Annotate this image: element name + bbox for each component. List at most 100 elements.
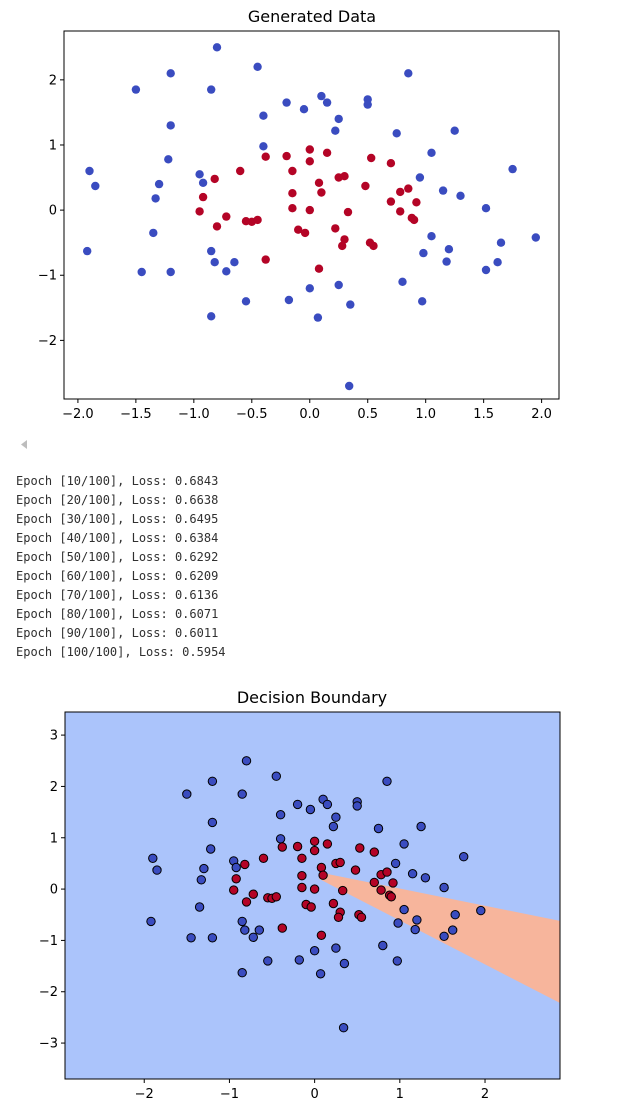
- chart1-point-class1: [412, 198, 421, 207]
- chart2-point-class0: [241, 756, 252, 766]
- chart2-point-class0: [196, 875, 207, 885]
- chart2-point-class0: [382, 776, 392, 787]
- chart2-point-class1: [258, 853, 269, 864]
- log-line: Epoch [50/100], Loss: 0.6292: [16, 550, 219, 564]
- chart1-point-class1: [261, 152, 270, 161]
- chart2-point-class1: [338, 885, 348, 896]
- chart1-point-class0: [392, 129, 401, 138]
- chart2-point-class1: [318, 870, 328, 880]
- chart1-point-class1: [253, 215, 262, 225]
- chart2-point-class1: [328, 898, 339, 909]
- chart1-point-class0: [334, 114, 343, 124]
- chart1-point-class0: [415, 173, 425, 182]
- chart2-point-class0: [450, 910, 460, 920]
- chart1-point-class0: [210, 258, 219, 267]
- chart2-point-class1: [241, 897, 252, 907]
- chart1-point-class0: [427, 148, 436, 157]
- chart1-point-class0: [241, 297, 251, 306]
- chart1-point-class1: [288, 204, 297, 213]
- chart1-point-class0: [259, 111, 268, 120]
- chart2-point-class1: [316, 862, 327, 873]
- chart1-point-class1: [261, 255, 270, 264]
- chart1-point-class0: [149, 228, 158, 238]
- chart1-point-class0: [207, 312, 216, 321]
- chart1-point-class0: [419, 248, 428, 258]
- chart1-point-class1: [198, 192, 208, 202]
- chart1-point-class1: [317, 188, 326, 197]
- chart2-point-class1: [297, 853, 307, 864]
- chart2-point-class1: [356, 912, 367, 923]
- chart1-point-class1: [314, 178, 324, 187]
- chart2-point-class0: [328, 821, 339, 832]
- log-line: Epoch [80/100], Loss: 0.6071: [16, 607, 219, 621]
- chart2-ytick-label: 0: [50, 883, 58, 898]
- chart1-point-class0: [508, 164, 517, 174]
- chart1-xtick-label: −0.5: [236, 407, 268, 422]
- chart1-point-class0: [284, 295, 294, 305]
- chart1-point-class0: [493, 258, 502, 267]
- chart2-point-class0: [416, 821, 426, 832]
- chart1-point-class0: [166, 121, 175, 130]
- chart2-point-class1: [297, 882, 307, 893]
- output-collapse-icon[interactable]: [20, 440, 30, 450]
- chart2-point-class0: [148, 853, 158, 864]
- chart2-point-class0: [439, 931, 449, 942]
- chart1-point-class1: [331, 224, 340, 233]
- generated-data-chart: Generated Data −2.0 −1.5 −1.0 −0.5 0.0 0.5 1.0…: [38, 7, 560, 422]
- chart1-point-class0: [207, 85, 216, 94]
- chart2-point-class0: [146, 916, 156, 927]
- chart2-point-class0: [407, 869, 418, 879]
- chart2-point-class1: [297, 871, 307, 881]
- chart1-point-class0: [363, 100, 372, 109]
- chart2-point-class0: [207, 817, 218, 828]
- chart1-point-class0: [427, 232, 436, 241]
- chart1-point-class1: [338, 241, 347, 251]
- chart2-ytick-label: −3: [39, 1037, 58, 1052]
- chart1-point-class0: [299, 105, 309, 114]
- chart2-point-class0: [305, 804, 316, 815]
- chart1-xtick-label: 2.0: [531, 407, 552, 422]
- chart1-point-class1: [409, 215, 419, 225]
- chart2-point-class0: [194, 902, 205, 912]
- chart1-point-class0: [198, 178, 208, 187]
- chart2-point-class1: [335, 857, 345, 868]
- chart2-point-class1: [309, 836, 320, 847]
- chart2-point-class1: [382, 867, 392, 877]
- chart1-point-class0: [282, 98, 291, 107]
- chart2-ytick-label: 3: [50, 729, 58, 744]
- chart1-ytick-label: 0: [49, 204, 57, 219]
- chart1-point-class0: [154, 179, 164, 189]
- chart1-point-class1: [340, 172, 349, 181]
- chart2-point-class0: [339, 958, 350, 969]
- chart2-point-class0: [322, 799, 333, 810]
- chart1-title: Generated Data: [248, 7, 376, 26]
- chart1-point-class1: [367, 153, 376, 163]
- chart1-point-class0: [253, 62, 262, 71]
- chart1-point-class0: [481, 204, 491, 213]
- chart2-point-class1: [369, 877, 379, 888]
- chart1-point-class1: [300, 228, 310, 238]
- chart2-point-class0: [412, 915, 422, 925]
- chart2-point-class0: [186, 933, 196, 943]
- chart1-point-class0: [450, 126, 459, 135]
- chart2-point-class0: [199, 863, 209, 874]
- chart2-point-class0: [240, 925, 250, 935]
- chart2-ytick-label: 2: [50, 780, 58, 795]
- chart2-point-class0: [338, 1023, 349, 1033]
- chart1-point-class0: [259, 142, 268, 151]
- chart2-point-class1: [248, 889, 259, 899]
- decision-region-class1: [318, 872, 560, 1003]
- chart2-point-class1: [309, 884, 320, 894]
- chart1-point-class1: [369, 241, 378, 251]
- chart2-point-class0: [254, 925, 264, 935]
- training-log: Epoch [10/100], Loss: 0.6843 Epoch [20/10…: [16, 472, 226, 662]
- chart2-point-class1: [355, 843, 365, 853]
- chart2-point-class0: [410, 924, 420, 935]
- chart1-ytick-label: −2: [38, 334, 57, 349]
- chart1-point-class0: [496, 238, 506, 247]
- chart1-point-class0: [418, 297, 427, 306]
- chart1-point-class1: [212, 222, 222, 231]
- chart2-xtick-label: −2: [135, 1087, 154, 1102]
- chart1-point-class0: [444, 245, 454, 254]
- chart1-ytick-label: 1: [49, 138, 57, 153]
